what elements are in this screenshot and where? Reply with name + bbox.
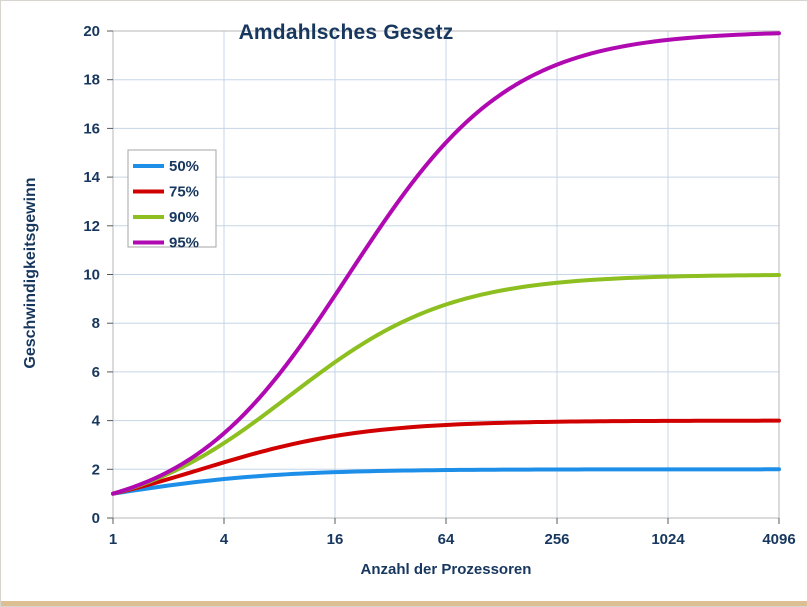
legend-label-75%: 75%: [169, 184, 199, 201]
y-tick-label: 14: [83, 169, 100, 186]
legend-label-50%: 50%: [169, 158, 199, 175]
y-tick-label: 8: [92, 315, 100, 332]
x-tick-label: 64: [438, 531, 455, 548]
y-tick-label: 16: [83, 120, 100, 137]
series-line-90%: [111, 273, 781, 496]
x-tick-label: 4096: [762, 531, 795, 548]
y-tick-label: 4: [92, 413, 101, 430]
series-line-50%: [111, 467, 781, 496]
series-line-75%: [111, 418, 781, 496]
y-tick-label: 18: [83, 72, 100, 89]
y-tick-label: 12: [83, 218, 100, 235]
legend-label-90%: 90%: [169, 209, 199, 226]
y-tick-label: 0: [92, 510, 100, 527]
x-tick-label: 1024: [651, 531, 685, 548]
y-tick-label: 6: [92, 364, 100, 381]
y-tick-label: 10: [83, 267, 100, 284]
chart-title: Amdahlsches Gesetz: [238, 21, 454, 44]
x-tick-label: 1: [109, 531, 117, 548]
x-tick-label: 4: [220, 531, 229, 548]
x-axis-label: Anzahl der Prozessoren: [360, 561, 532, 578]
legend-label-95%: 95%: [169, 235, 199, 252]
bottom-strip: [1, 601, 807, 606]
series-line-95%: [111, 31, 781, 496]
y-axis-label: Geschwindigkeitsgewinn: [22, 177, 39, 369]
x-tick-label: 256: [544, 531, 569, 548]
y-tick-label: 2: [92, 461, 100, 478]
y-tick-label: 20: [83, 23, 100, 40]
x-tick-label: 16: [327, 531, 344, 548]
